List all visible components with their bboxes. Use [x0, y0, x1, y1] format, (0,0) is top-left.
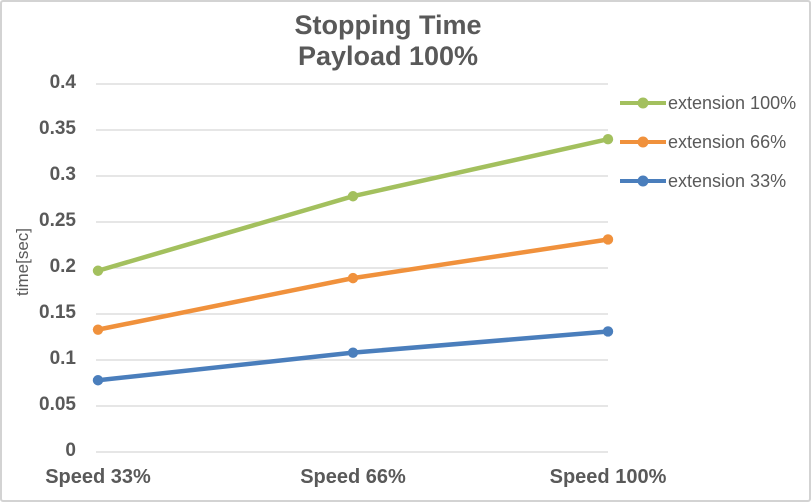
legend-label: extension 66% [668, 131, 787, 152]
y-tick-label: 0.3 [49, 164, 76, 185]
legend-label: extension 33% [668, 170, 787, 191]
legend-swatch-icon [620, 97, 666, 109]
y-tick-label: 0.2 [49, 256, 76, 277]
data-point-extension-66- [347, 272, 359, 284]
legend-swatch-icon [620, 175, 666, 187]
y-tick-label: 0.4 [49, 72, 76, 93]
legend-item-extension-33-: extension 33% [620, 170, 786, 192]
legend-swatch-icon [620, 136, 666, 148]
legend-item-extension-66-: extension 66% [620, 131, 786, 153]
y-tick-label: 0 [65, 440, 76, 461]
chart-title-line2: Payload 100% [297, 41, 479, 71]
data-point-extension-100- [602, 134, 614, 145]
plot-area [92, 83, 614, 453]
legend-label: extension 100% [668, 92, 797, 113]
data-point-extension-33- [347, 347, 359, 358]
x-tick-label: Speed 100% [549, 466, 667, 488]
legend-item-extension-100-: extension 100% [620, 92, 796, 114]
data-point-extension-66- [92, 324, 104, 335]
y-tick-label: 0.1 [49, 348, 76, 369]
data-point-extension-66- [602, 234, 614, 245]
data-point-extension-33- [602, 326, 614, 337]
y-tick-label: 0.35 [39, 118, 76, 139]
x-tick-label: Speed 33% [45, 466, 151, 488]
y-tick-label: 0.15 [39, 302, 76, 323]
y-tick-label: 0.05 [39, 394, 76, 415]
x-tick-label: Speed 66% [300, 466, 406, 488]
series-line-extension-66- [95, 237, 611, 332]
chart-title-line1: Stopping Time [294, 10, 482, 40]
chart-title: Stopping Time Payload 100% [2, 10, 774, 72]
y-tick-label: 0.25 [39, 210, 76, 231]
data-point-extension-100- [347, 191, 359, 202]
data-point-extension-33- [92, 375, 104, 386]
data-point-extension-100- [92, 265, 104, 276]
